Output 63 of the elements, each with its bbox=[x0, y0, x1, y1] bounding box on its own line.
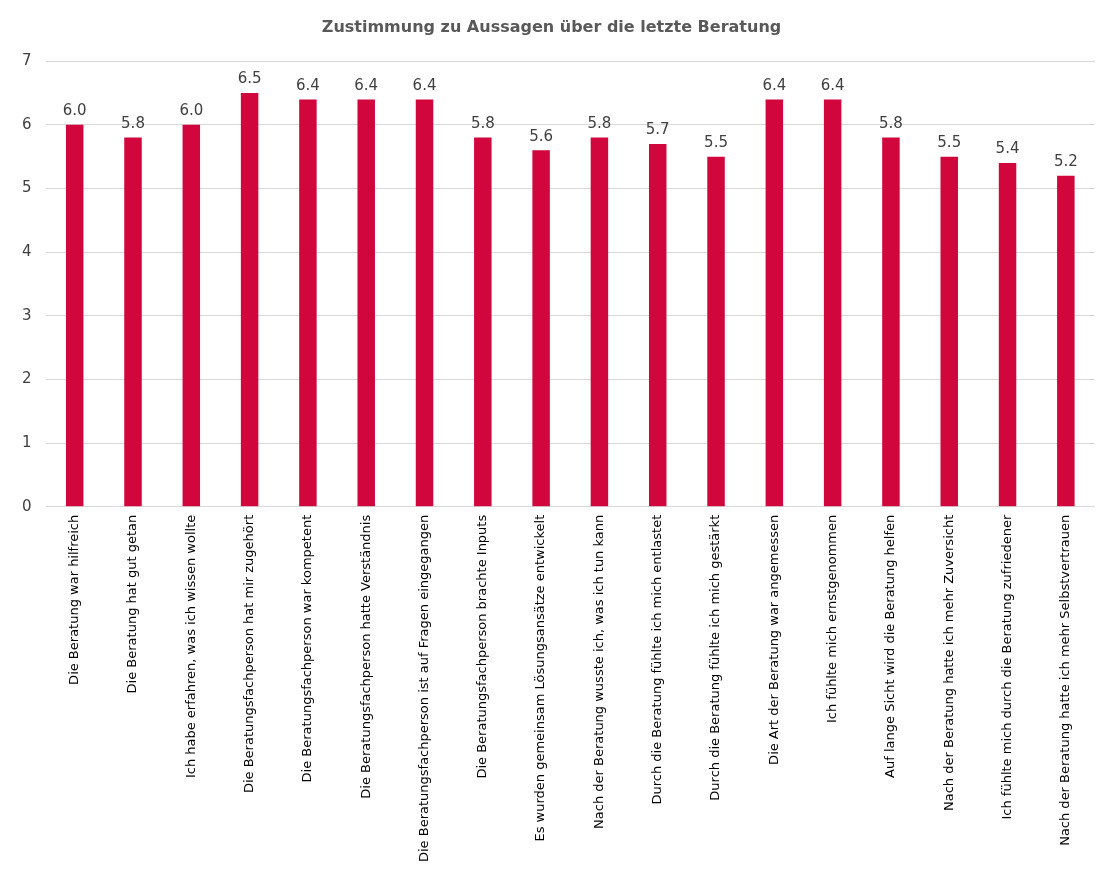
x-tick-label: Es wurden gemeinsam Lösungsansätze entwickelt bbox=[532, 514, 548, 842]
y-tick-label: 7 bbox=[22, 51, 32, 70]
x-tick-label: Die Beratungsfachperson hat mir zugehört bbox=[240, 514, 256, 794]
bar bbox=[474, 137, 492, 507]
bar bbox=[648, 143, 667, 507]
data-label: 6.0 bbox=[62, 101, 87, 120]
data-label: 6.0 bbox=[179, 101, 204, 120]
x-tick-label: Die Beratungsfachperson brachte Inputs bbox=[474, 514, 490, 779]
bar bbox=[823, 99, 842, 507]
data-label: 5.7 bbox=[645, 120, 670, 139]
x-tick-label: Ich fühlte mich durch die Beratung zufriedener bbox=[998, 514, 1014, 820]
bar bbox=[590, 137, 609, 507]
bar bbox=[182, 124, 201, 507]
data-label: 5.5 bbox=[937, 133, 962, 152]
bar bbox=[532, 150, 550, 507]
x-tick-label: Ich habe erfahren, was ich wissen wollte bbox=[182, 514, 198, 779]
data-label: 5.8 bbox=[879, 113, 903, 132]
x-tick-label: Die Beratungsfachperson war kompetent bbox=[299, 514, 315, 783]
data-label: 6.4 bbox=[820, 75, 845, 94]
y-tick-label: 3 bbox=[22, 305, 32, 324]
data-label: 5.8 bbox=[587, 113, 612, 132]
y-tick-label: 2 bbox=[22, 369, 32, 388]
x-tick-label: Die Beratung war hilfreich bbox=[66, 514, 82, 685]
x-tick-label: Die Art der Beratung war angemessen bbox=[765, 514, 781, 765]
bar bbox=[415, 99, 434, 507]
bar bbox=[240, 93, 259, 507]
bar bbox=[65, 124, 84, 507]
data-label: 6.4 bbox=[295, 75, 320, 94]
data-label: 5.8 bbox=[470, 113, 495, 132]
data-label: 5.5 bbox=[704, 133, 728, 152]
data-label: 5.8 bbox=[121, 113, 145, 132]
bar bbox=[299, 99, 317, 507]
x-tick-label: Die Beratungsfachperson ist auf Fragen eingegangen bbox=[415, 514, 431, 863]
x-tick-label: Die Beratung hat gut getan bbox=[124, 514, 140, 694]
bar bbox=[882, 137, 900, 507]
bar bbox=[998, 163, 1017, 507]
y-tick-label: 6 bbox=[22, 114, 32, 133]
y-tick-label: 1 bbox=[22, 433, 32, 451]
data-label: 6.5 bbox=[237, 69, 262, 88]
bar bbox=[124, 137, 142, 507]
x-tick-label: Ich fühlte mich ernstgenommen bbox=[824, 514, 840, 724]
data-label: 6.4 bbox=[412, 75, 437, 94]
data-label: 5.2 bbox=[1053, 152, 1078, 171]
x-tick-label: Die Beratungsfachperson hatte Verständnis bbox=[357, 514, 373, 799]
bar bbox=[940, 156, 958, 507]
y-tick-label: 5 bbox=[22, 178, 32, 197]
x-tick-label: Nach der Beratung wusste ich, was ich tun kann bbox=[590, 514, 606, 829]
data-label: 6.4 bbox=[354, 75, 379, 94]
y-tick-label: 0 bbox=[22, 496, 32, 515]
data-label: 6.4 bbox=[762, 75, 787, 94]
x-tick-label: Durch die Beratung fühlte ich mich entlastet bbox=[649, 514, 665, 805]
bar bbox=[765, 99, 784, 507]
x-tick-label: Nach der Beratung hatte ich mehr Zuversicht bbox=[940, 514, 956, 811]
bar bbox=[357, 99, 375, 507]
x-tick-label: Nach der Beratung hatte ich mehr Selbstvertrauen bbox=[1057, 514, 1073, 846]
bar bbox=[1057, 175, 1075, 507]
data-label: 5.4 bbox=[995, 139, 1020, 158]
x-tick-label: Durch die Beratung fühlte ich mich gestärkt bbox=[707, 514, 723, 801]
y-tick-label: 4 bbox=[22, 242, 32, 261]
chart-title: Zustimmung zu Aussagen über die letzte Beratung bbox=[321, 16, 782, 36]
bar bbox=[707, 156, 725, 507]
data-label: 5.6 bbox=[529, 126, 554, 145]
x-tick-label: Auf lange Sicht wird die Beratung helfen bbox=[882, 514, 898, 778]
